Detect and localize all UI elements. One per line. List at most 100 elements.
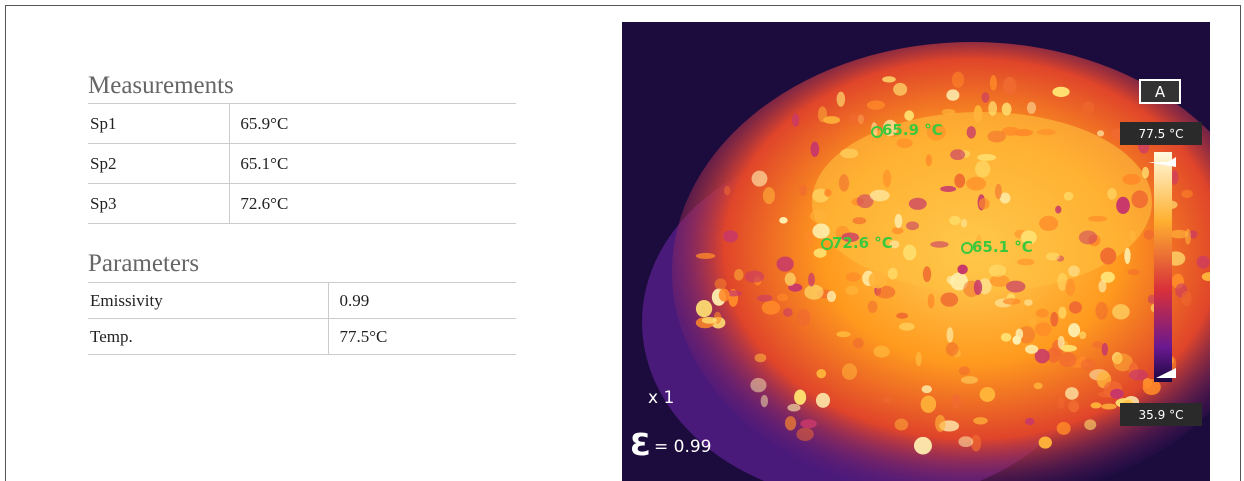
speckle <box>816 393 830 408</box>
speckle <box>1181 291 1191 306</box>
speckle <box>814 248 827 257</box>
speckle <box>947 327 954 342</box>
speckle <box>990 75 997 91</box>
speckle <box>922 385 932 393</box>
speckle <box>946 342 959 356</box>
speckle <box>1017 259 1035 266</box>
speckle <box>926 154 932 166</box>
speckle <box>940 292 958 306</box>
thermal-image: A 77.5 °C 35.9 °C x 1 Ɛ = 0.99 65.9 °C 7… <box>622 22 1210 481</box>
speckle <box>868 301 878 313</box>
cell: Sp2 <box>88 144 230 184</box>
speckle <box>903 245 916 261</box>
speckle <box>848 113 867 123</box>
speckle <box>1116 197 1130 214</box>
speckle <box>823 116 840 124</box>
speckle <box>974 105 983 123</box>
speckle <box>840 149 858 159</box>
speckle <box>839 174 849 191</box>
speckle <box>723 230 738 242</box>
speckle <box>750 378 766 392</box>
speckle <box>973 417 988 424</box>
speckle <box>1098 280 1106 292</box>
speckle <box>1016 329 1024 340</box>
speckle <box>1035 322 1052 336</box>
speckle <box>899 323 915 331</box>
speckle <box>810 209 828 222</box>
speckle <box>846 286 859 296</box>
cell: 65.1°C <box>230 144 516 184</box>
speckle <box>975 161 990 178</box>
speckle <box>762 301 780 315</box>
cell: Temp. <box>88 319 329 355</box>
speckle <box>1197 256 1210 269</box>
speckle <box>883 170 891 188</box>
speckle <box>1144 230 1155 240</box>
row: Sp165.9°C <box>88 104 516 144</box>
speckle <box>797 309 811 326</box>
speckle <box>1112 304 1130 319</box>
speckle <box>870 190 890 202</box>
speckle <box>1142 167 1149 179</box>
speckle <box>1065 278 1075 296</box>
speckle <box>989 264 1006 276</box>
speckle <box>777 294 788 302</box>
speckle <box>827 291 836 302</box>
speckle <box>930 241 948 248</box>
speckle <box>852 217 866 224</box>
speckle <box>888 268 898 280</box>
speckle <box>757 295 772 302</box>
speckle <box>1124 248 1130 264</box>
speckle <box>896 138 912 148</box>
speckle <box>1037 129 1056 135</box>
speckle <box>810 142 819 157</box>
speckle <box>1084 419 1096 430</box>
speckle <box>940 186 956 192</box>
speckle <box>1185 229 1191 245</box>
speckle <box>1068 400 1079 412</box>
speckle <box>1036 309 1049 318</box>
speckle <box>1097 130 1104 136</box>
cell: Emissivity <box>88 283 329 319</box>
speckle <box>1131 190 1148 208</box>
speckle <box>804 285 823 300</box>
speckle <box>959 366 970 375</box>
speckle <box>882 76 896 82</box>
speckle <box>783 308 793 317</box>
speckle <box>961 376 978 384</box>
emissivity-symbol: Ɛ <box>630 428 651 463</box>
speckle <box>946 89 959 100</box>
speckle <box>892 227 904 234</box>
speckle <box>916 352 922 366</box>
speckle <box>1050 312 1058 327</box>
speckle <box>882 397 891 403</box>
speckle <box>702 317 717 324</box>
speckle <box>755 354 767 363</box>
speckle <box>787 404 800 412</box>
speckle <box>1069 301 1082 313</box>
max-label: 77.5 °C <box>1139 127 1184 141</box>
speckle <box>1003 77 1017 95</box>
cell: Sp3 <box>88 184 230 224</box>
speckle <box>906 221 919 230</box>
speckle <box>982 92 990 103</box>
speckle <box>958 436 973 447</box>
speckle <box>1129 370 1148 381</box>
speckle <box>836 331 850 337</box>
speckle <box>1024 299 1033 306</box>
speckle <box>900 192 909 204</box>
speckle <box>950 149 965 160</box>
speckle <box>988 131 1006 143</box>
spot-label: 65.1 °C <box>972 238 1033 256</box>
spot-label: 65.9 °C <box>882 121 943 139</box>
speckle <box>794 390 806 405</box>
speckle <box>952 72 964 88</box>
speckle <box>1027 102 1036 114</box>
speckle <box>1001 333 1012 342</box>
speckle <box>1081 359 1096 371</box>
speckle <box>1129 231 1135 242</box>
min-label: 35.9 °C <box>1139 408 1184 422</box>
speckle <box>800 419 816 428</box>
speckle <box>1058 307 1066 319</box>
